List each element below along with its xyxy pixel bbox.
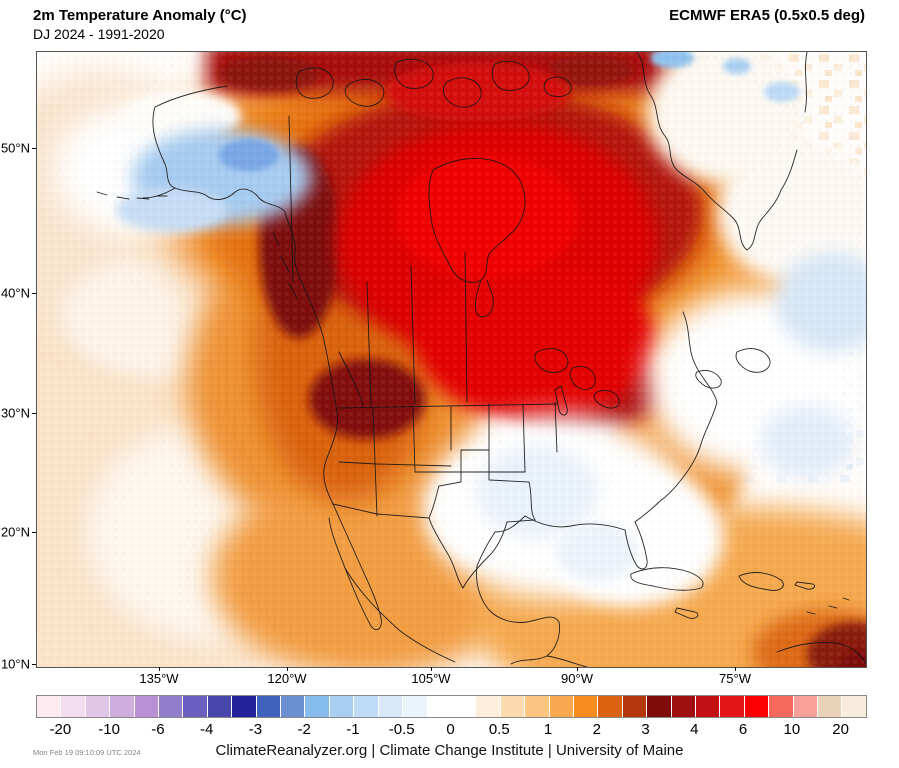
lon-tick-label: 105°W: [411, 671, 451, 686]
lon-tick-label: 90°W: [561, 671, 593, 686]
credit-line: ClimateReanalyzer.org | Climate Change I…: [215, 742, 684, 759]
colorbar-tick-label: 6: [738, 721, 748, 738]
colorbar-cell: [622, 696, 648, 717]
colorbar-cell: [793, 696, 818, 717]
colorbar-cell: [500, 696, 526, 717]
lat-tick-label: 10°N: [0, 656, 30, 672]
colorbar-tick-label: -2: [297, 721, 311, 738]
colorbar-tick-label: 1: [543, 721, 553, 738]
colorbar-tick-label: 0: [446, 721, 455, 738]
generation-timestamp: Mon Feb 19 09:10:09 UTC 2024: [33, 748, 141, 757]
lat-tick-label: 40°N: [0, 285, 30, 301]
colorbar-cell: [818, 696, 843, 717]
colorbar-cell: [476, 696, 501, 717]
colorbar-cell: [183, 696, 208, 717]
colorbar-cell: [671, 696, 696, 717]
colorbar-cell: [281, 696, 306, 717]
lat-tickmark: [32, 531, 36, 533]
lon-tickmark: [430, 667, 432, 671]
colorbar-tick-label: -0.5: [388, 721, 415, 738]
colorbar-cell: [647, 696, 672, 717]
page-subtitle: DJ 2024 - 1991-2020: [33, 26, 165, 42]
lat-tick-label: 20°N: [0, 524, 30, 540]
lon-tick-label: 120°W: [267, 671, 307, 686]
colorbar-cell: [110, 696, 135, 717]
colorbar-cell: [37, 696, 62, 717]
colorbar-tick-label: 3: [641, 721, 650, 738]
colorbar-tick-label: -4: [200, 721, 214, 738]
colorbar-cell: [598, 696, 623, 717]
colorbar-cell: [695, 696, 721, 717]
colorbar-tick-label: -20: [49, 721, 72, 738]
colorbar-tick-label: -6: [151, 721, 165, 738]
colorbar-cell: [378, 696, 404, 717]
page-title: 2m Temperature Anomaly (°C): [33, 7, 247, 24]
colorbar-cell: [769, 696, 794, 717]
colorbar-cell: [573, 696, 599, 717]
map-frame: [36, 51, 867, 668]
colorbar-cell: [85, 696, 111, 717]
colorbar-cell: [207, 696, 233, 717]
lon-tickmark: [158, 667, 160, 671]
lat-tickmark: [32, 147, 36, 149]
temperature-anomaly-map: [37, 52, 866, 667]
lat-tick-label: 50°N: [0, 140, 30, 156]
colorbar-cell: [305, 696, 330, 717]
lon-tick-label: 135°W: [139, 671, 179, 686]
colorbar-cell: [232, 696, 257, 717]
lon-tickmark: [286, 667, 288, 671]
colorbar-cell: [354, 696, 379, 717]
colorbar-tick-label: 20: [832, 721, 849, 738]
colorbar-cell: [427, 696, 452, 717]
coastline-borders: [96, 52, 866, 667]
colorbar-cell: [159, 696, 184, 717]
colorbar-cell: [720, 696, 745, 717]
colorbar-cell: [403, 696, 428, 717]
colorbar-cell: [744, 696, 770, 717]
colorbar-tick-label: 4: [690, 721, 699, 738]
lat-tick-label: 30°N: [0, 405, 30, 421]
lon-tick-label: 75°W: [719, 671, 751, 686]
dataset-label: ECMWF ERA5 (0.5x0.5 deg): [669, 7, 865, 24]
colorbar-cell: [329, 696, 355, 717]
colorbar-cell: [525, 696, 550, 717]
colorbar-tick-label: 10: [783, 721, 801, 738]
lon-tickmark: [576, 667, 578, 671]
colorbar-tick-label: -3: [248, 721, 263, 738]
colorbar-tick-label: 2: [592, 721, 601, 738]
colorbar: [36, 695, 867, 718]
colorbar-tick-label: -1: [346, 721, 360, 738]
colorbar-cell: [256, 696, 282, 717]
lat-tickmark: [32, 292, 36, 294]
colorbar-cell: [549, 696, 574, 717]
colorbar-cell: [451, 696, 477, 717]
colorbar-cell: [842, 696, 866, 717]
colorbar-tick-label: -10: [98, 721, 120, 738]
lat-tickmark: [32, 663, 36, 665]
colorbar-tick-label: 0.5: [488, 721, 510, 738]
lat-tickmark: [32, 412, 36, 414]
colorbar-cell: [134, 696, 160, 717]
colorbar-cell: [61, 696, 86, 717]
lon-tickmark: [734, 667, 736, 671]
